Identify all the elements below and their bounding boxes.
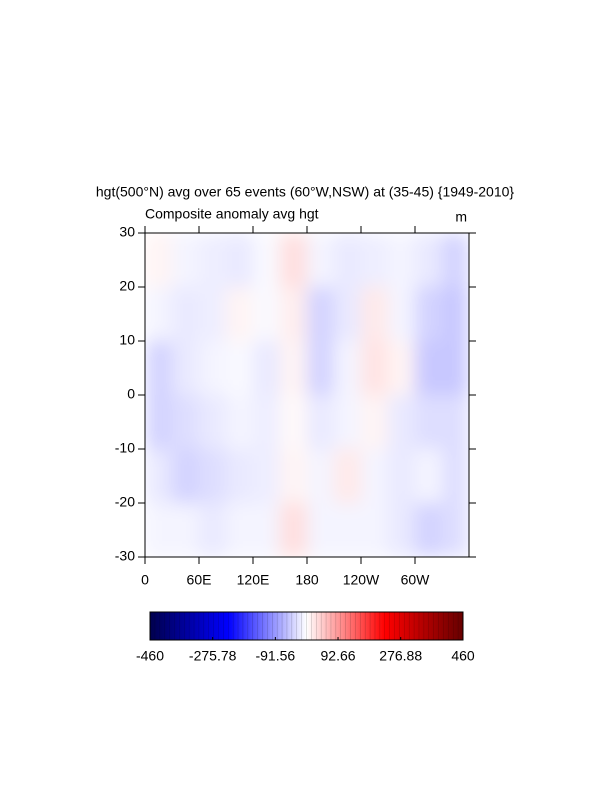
field-cell (361, 287, 389, 342)
field-cell (253, 503, 281, 557)
field-cell (199, 287, 227, 342)
field-cell (442, 233, 469, 288)
x-tick-label: 120E (237, 572, 270, 588)
field-cell (226, 503, 254, 557)
field-cell (388, 503, 416, 557)
field-cell (442, 449, 469, 504)
field-cell (172, 287, 200, 342)
field-cell (226, 449, 254, 504)
x-tick-label: 120W (343, 572, 380, 588)
field-cell (199, 395, 227, 450)
field-cell (253, 449, 281, 504)
field-cell (145, 395, 173, 450)
field-cell (307, 395, 335, 450)
field-cell (442, 341, 469, 396)
field-cell (226, 287, 254, 342)
field-cell (172, 449, 200, 504)
field-cell (442, 503, 469, 557)
field-cell (280, 341, 308, 396)
field-cell (388, 233, 416, 288)
field-cell (280, 395, 308, 450)
field-cell (145, 449, 173, 504)
field-cell (415, 233, 443, 288)
field-cell (172, 503, 200, 557)
field-cell (334, 233, 362, 288)
field-cell (388, 449, 416, 504)
field-cell (199, 449, 227, 504)
colorbar-label: 92.66 (321, 648, 356, 664)
field-cell (280, 503, 308, 557)
colorbar-label: 460 (451, 648, 475, 664)
field-cell (334, 287, 362, 342)
field-cell (253, 341, 281, 396)
field-cell (307, 341, 335, 396)
field-cell (199, 233, 227, 288)
colorbar-label: -275.78 (189, 648, 237, 664)
field-cell (172, 341, 200, 396)
field-cell (199, 341, 227, 396)
field-cell (226, 341, 254, 396)
field (145, 233, 469, 557)
field-cell (415, 395, 443, 450)
field-cell (280, 287, 308, 342)
field-cell (280, 449, 308, 504)
field-cell (388, 341, 416, 396)
field-cell (280, 233, 308, 288)
chart-title: hgt(500°N) avg over 65 events (60°W,NSW)… (96, 184, 515, 200)
x-tick-label: 60W (401, 572, 431, 588)
field-cell (334, 341, 362, 396)
field-cell (442, 287, 469, 342)
field-cell (199, 503, 227, 557)
field-cell (415, 503, 443, 557)
field-cell (253, 233, 281, 288)
field-cell (145, 287, 173, 342)
field-cell (307, 503, 335, 557)
colorbar (149, 611, 464, 641)
field-cell (361, 449, 389, 504)
y-tick-label: 0 (127, 386, 135, 402)
field-cell (334, 503, 362, 557)
field-cell (415, 287, 443, 342)
colorbar-label: 276.88 (379, 648, 422, 664)
field-cell (361, 395, 389, 450)
field-cell (334, 449, 362, 504)
field-cell (307, 287, 335, 342)
field-cell (253, 395, 281, 450)
field-cell (145, 341, 173, 396)
field-cell (361, 233, 389, 288)
field-cell (172, 395, 200, 450)
field-cell (388, 287, 416, 342)
x-tick-label: 180 (295, 572, 319, 588)
field-cell (172, 233, 200, 288)
y-tick-label: -20 (115, 494, 135, 510)
colorbar-label: -91.56 (255, 648, 295, 664)
field-cell (226, 233, 254, 288)
x-tick-label: 0 (141, 572, 149, 588)
colorbar-label: -460 (136, 648, 164, 664)
y-tick-label: 20 (119, 278, 135, 294)
field-cell (145, 503, 173, 557)
field-cell (361, 503, 389, 557)
field-cell (442, 395, 469, 450)
field-cell (307, 233, 335, 288)
y-tick-label: -10 (115, 440, 135, 456)
y-tick-label: 10 (119, 332, 135, 348)
field-cell (253, 287, 281, 342)
subtitle: Composite anomaly avg hgt (145, 206, 319, 222)
field-cell (415, 341, 443, 396)
field-cell (334, 395, 362, 450)
y-tick-label: -30 (115, 548, 135, 564)
x-tick-label: 60E (187, 572, 212, 588)
field-cell (388, 395, 416, 450)
field-cell (226, 395, 254, 450)
field-cell (307, 449, 335, 504)
field-layer (145, 233, 469, 557)
units: m (455, 209, 467, 225)
field-cell (145, 233, 173, 288)
y-tick-label: 30 (119, 224, 135, 240)
field-cell (361, 341, 389, 396)
field-cell (415, 449, 443, 504)
